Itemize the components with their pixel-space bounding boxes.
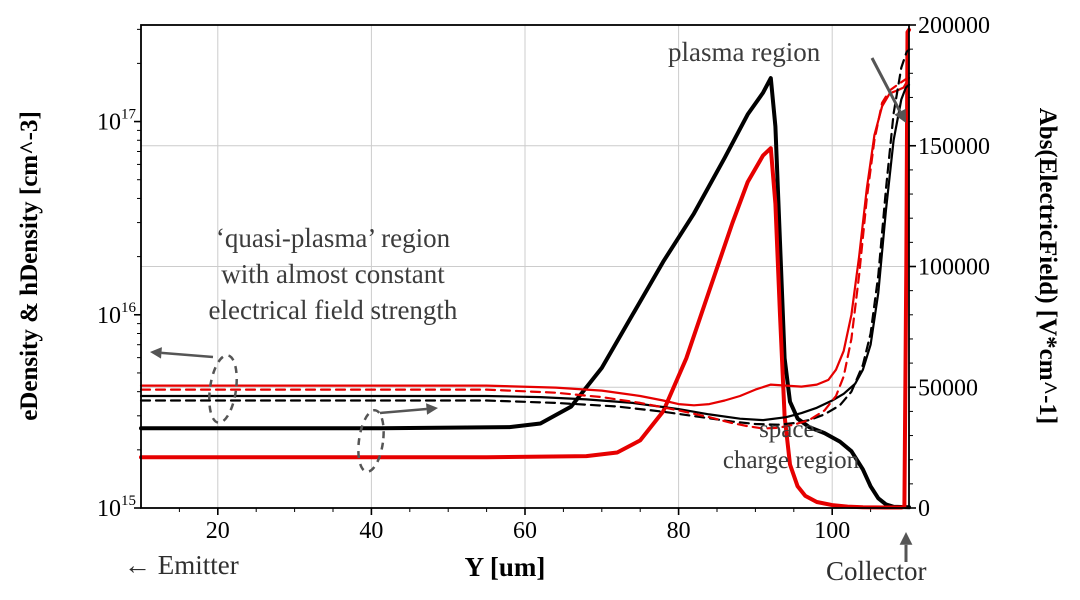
emitter-label-text: Emitter (157, 550, 239, 580)
right-tick-label: 150000 (918, 134, 990, 160)
x-tick-label: 80 (667, 518, 691, 544)
right-tick-label: 200000 (918, 13, 990, 39)
left-tick-label: 1017 (97, 107, 137, 136)
collector-label: Collector (826, 556, 927, 586)
annotation-quasi-line-2: with almost constant (221, 259, 445, 289)
x-tick-label: 60 (513, 518, 537, 544)
density-axis-arrow-icon-head (150, 347, 162, 359)
left-tick-label: 1016 (97, 300, 137, 329)
field-curves-ellipse (357, 409, 385, 473)
x-tick-label: 20 (206, 518, 230, 544)
x-tick-label: 40 (359, 518, 383, 544)
annotation-space-charge-region: space- charge region (660, 414, 922, 476)
emitter-label: ← Emitter (124, 550, 239, 581)
collector-arrow-icon-head (899, 532, 913, 545)
x-tick-label: 100 (814, 518, 850, 544)
annotation-quasi-plasma-region: ‘quasi-plasma’ region with almost consta… (150, 220, 516, 328)
left-tick-label: 1015 (97, 493, 136, 522)
emitter-arrow-icon: ← (124, 550, 151, 580)
annotation-quasi-line-3: electrical field strength (208, 295, 458, 325)
right-tick-label: 100000 (918, 255, 990, 281)
plasma-region-arrow-icon-head (894, 108, 906, 123)
x-axis-title: Y [um] (464, 552, 546, 582)
annotation-quasi-line-1: ‘quasi-plasma’ region (215, 223, 451, 253)
annotation-space-line-1: space- (759, 416, 823, 443)
right-tick-label: 50000 (918, 375, 978, 401)
right-axis-title: Abs(ElectricField) [V*cm^-1] (1034, 107, 1061, 425)
plasma-region-arrow-icon (870, 57, 902, 113)
left-axis-title: eDensity & hDensity [cm^-3] (16, 111, 43, 421)
field-axis-arrow-icon (379, 407, 427, 415)
right-tick-label: 0 (918, 496, 930, 522)
plot-frame (140, 24, 910, 509)
field-axis-arrow-icon-head (426, 403, 438, 415)
series-e-density-black (139, 83, 911, 422)
annotation-space-line-2: charge region (722, 447, 860, 474)
series-h-density-red (139, 76, 911, 407)
density-curves-ellipse (208, 354, 238, 424)
annotation-plasma-region: plasma region (668, 37, 821, 67)
series-density-red-dashed (139, 75, 911, 430)
series-abs-electric-field-black (139, 76, 911, 510)
density-axis-arrow-icon (161, 351, 214, 359)
series-density-black-dashed (139, 48, 911, 426)
